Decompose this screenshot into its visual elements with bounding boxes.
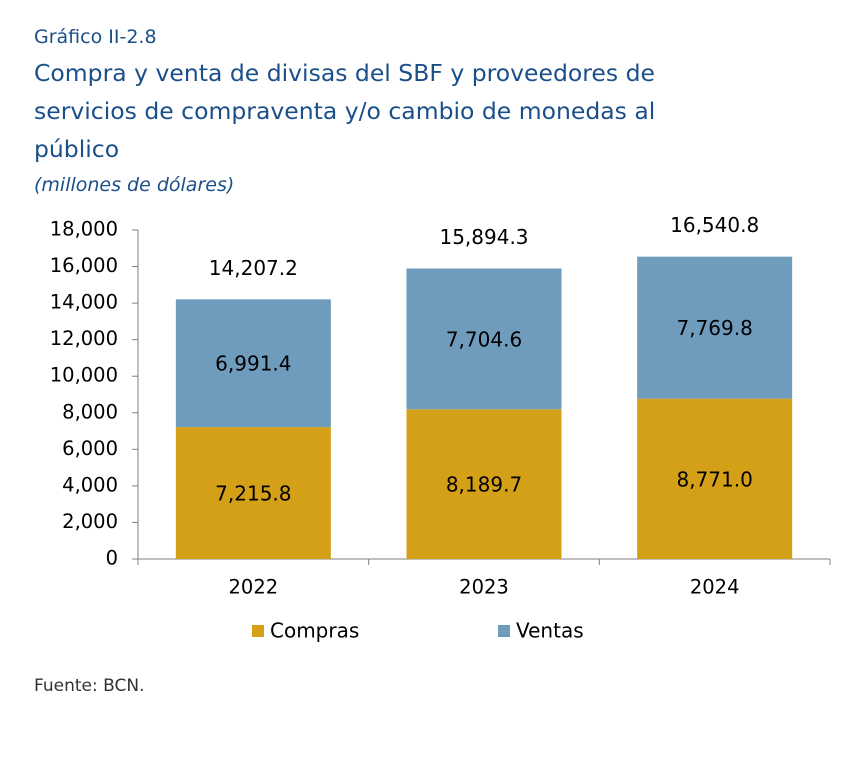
data-label-compras-2024: 8,771.0 bbox=[676, 467, 752, 491]
total-label-2024: 16,540.8 bbox=[670, 213, 759, 237]
data-label-ventas-2024: 7,769.8 bbox=[676, 316, 752, 340]
y-tick-label: 6,000 bbox=[62, 437, 118, 460]
bar-ventas-2024 bbox=[637, 256, 793, 399]
x-tick-label-2023: 2023 bbox=[459, 576, 509, 599]
y-tick-label: 18,000 bbox=[50, 218, 118, 241]
total-label-2023: 15,894.3 bbox=[439, 225, 528, 249]
y-tick-label: 4,000 bbox=[62, 473, 118, 496]
data-label-ventas-2022: 6,991.4 bbox=[215, 352, 291, 376]
bar-ventas-2022 bbox=[175, 299, 331, 428]
y-tick-label: 14,000 bbox=[50, 291, 118, 314]
y-tick-label: 8,000 bbox=[62, 400, 118, 423]
data-label-ventas-2023: 7,704.6 bbox=[446, 327, 522, 351]
legend-label-compras: Compras bbox=[270, 619, 359, 643]
y-tick-label: 16,000 bbox=[50, 254, 118, 277]
figure-number: Gráfico II-2.8 bbox=[34, 26, 157, 48]
y-tick-label: 2,000 bbox=[62, 510, 118, 533]
legend-swatch-ventas bbox=[498, 625, 510, 637]
y-tick-label: 12,000 bbox=[50, 327, 118, 350]
bar-compras-2024 bbox=[637, 398, 793, 559]
data-label-compras-2022: 7,215.8 bbox=[215, 482, 291, 506]
legend-swatch-compras bbox=[252, 625, 264, 637]
x-tick-label-2022: 2022 bbox=[229, 576, 279, 599]
bar-compras-2022 bbox=[175, 427, 331, 559]
y-tick-label: 0 bbox=[106, 547, 118, 570]
data-label-compras-2023: 8,189.7 bbox=[446, 473, 522, 497]
bar-ventas-2023 bbox=[406, 268, 562, 410]
x-tick-label-2024: 2024 bbox=[690, 576, 740, 599]
y-tick-label: 10,000 bbox=[50, 364, 118, 387]
source-note: Fuente: BCN. bbox=[34, 676, 145, 696]
legend-label-ventas: Ventas bbox=[516, 619, 584, 643]
figure-header: Gráfico II-2.8 Compra y venta de divisas… bbox=[34, 26, 814, 196]
stacked-bar-chart: 0 2,000 4,000 6,000 8,000 10,000 12,000 14,000 1… bbox=[50, 213, 831, 643]
bar-compras-2023 bbox=[406, 409, 562, 559]
chart-title: Compra y venta de divisas del SBF y prov… bbox=[34, 59, 656, 163]
chart-units: (millones de dólares) bbox=[34, 174, 235, 196]
total-label-2022: 14,207.2 bbox=[209, 256, 298, 280]
